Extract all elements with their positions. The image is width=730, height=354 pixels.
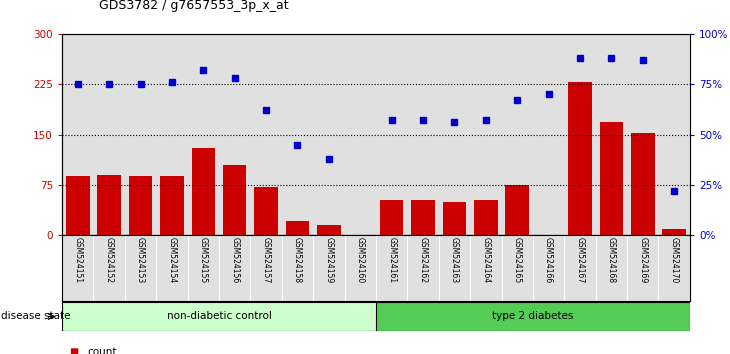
Bar xyxy=(282,34,313,235)
Bar xyxy=(188,235,219,301)
Bar xyxy=(93,34,125,235)
Bar xyxy=(505,185,529,235)
Text: GSM524168: GSM524168 xyxy=(607,238,616,284)
Text: GSM524158: GSM524158 xyxy=(293,238,302,284)
Bar xyxy=(662,229,686,235)
Text: GSM524165: GSM524165 xyxy=(512,238,522,284)
Bar xyxy=(223,165,247,235)
Text: GSM524166: GSM524166 xyxy=(544,238,553,284)
Bar xyxy=(470,34,502,235)
Bar xyxy=(254,187,278,235)
Text: GSM524160: GSM524160 xyxy=(356,238,365,284)
Text: GSM524155: GSM524155 xyxy=(199,238,208,284)
Bar xyxy=(533,34,564,235)
Bar xyxy=(93,235,125,301)
Text: GSM524170: GSM524170 xyxy=(669,238,679,284)
Bar xyxy=(658,235,690,301)
Text: GSM524152: GSM524152 xyxy=(104,238,114,284)
Bar xyxy=(62,235,93,301)
Bar xyxy=(156,34,188,235)
Bar xyxy=(188,34,219,235)
Text: GDS3782 / g7657553_3p_x_at: GDS3782 / g7657553_3p_x_at xyxy=(99,0,288,12)
Bar xyxy=(411,200,435,235)
Bar xyxy=(345,34,376,235)
Bar xyxy=(317,225,341,235)
Bar xyxy=(313,235,345,301)
Bar xyxy=(631,133,655,235)
Bar xyxy=(599,122,623,235)
Text: disease state: disease state xyxy=(1,312,71,321)
Bar xyxy=(439,235,470,301)
Bar xyxy=(62,302,376,331)
Text: GSM524167: GSM524167 xyxy=(575,238,585,284)
Text: GSM524169: GSM524169 xyxy=(638,238,648,284)
Bar xyxy=(250,235,282,301)
Text: GSM524159: GSM524159 xyxy=(324,238,334,284)
Bar xyxy=(596,235,627,301)
Bar xyxy=(658,34,690,235)
Bar xyxy=(376,34,407,235)
Bar xyxy=(442,202,466,235)
Bar xyxy=(627,34,658,235)
Bar xyxy=(470,235,502,301)
Bar xyxy=(407,34,439,235)
Bar xyxy=(125,235,156,301)
Bar xyxy=(62,34,93,235)
Bar xyxy=(596,34,627,235)
Bar xyxy=(219,235,250,301)
Bar xyxy=(502,34,533,235)
Bar xyxy=(627,235,658,301)
Bar xyxy=(407,235,439,301)
Bar xyxy=(345,235,376,301)
Bar xyxy=(564,34,596,235)
Text: GSM524153: GSM524153 xyxy=(136,238,145,284)
Bar xyxy=(282,235,313,301)
Bar xyxy=(502,235,533,301)
Text: GSM524162: GSM524162 xyxy=(418,238,428,284)
Bar xyxy=(97,175,121,235)
Bar xyxy=(285,221,310,235)
Text: count: count xyxy=(88,347,117,354)
Text: GSM524164: GSM524164 xyxy=(481,238,491,284)
Bar xyxy=(474,200,498,235)
Text: ■: ■ xyxy=(69,347,79,354)
Text: GSM524157: GSM524157 xyxy=(261,238,271,284)
Bar xyxy=(376,302,690,331)
Text: GSM524161: GSM524161 xyxy=(387,238,396,284)
Text: GSM524151: GSM524151 xyxy=(73,238,82,284)
Bar xyxy=(380,200,404,235)
Bar xyxy=(533,235,564,301)
Text: non-diabetic control: non-diabetic control xyxy=(166,312,272,321)
Text: GSM524154: GSM524154 xyxy=(167,238,177,284)
Bar xyxy=(156,235,188,301)
Bar xyxy=(128,176,153,235)
Bar xyxy=(191,148,215,235)
Text: GSM524163: GSM524163 xyxy=(450,238,459,284)
Bar xyxy=(160,176,184,235)
Bar xyxy=(125,34,156,235)
Bar xyxy=(250,34,282,235)
Bar xyxy=(376,235,407,301)
Bar xyxy=(66,176,90,235)
Bar xyxy=(219,34,250,235)
Bar xyxy=(568,82,592,235)
Bar xyxy=(313,34,345,235)
Text: GSM524156: GSM524156 xyxy=(230,238,239,284)
Bar xyxy=(564,235,596,301)
Bar xyxy=(439,34,470,235)
Text: type 2 diabetes: type 2 diabetes xyxy=(492,312,574,321)
